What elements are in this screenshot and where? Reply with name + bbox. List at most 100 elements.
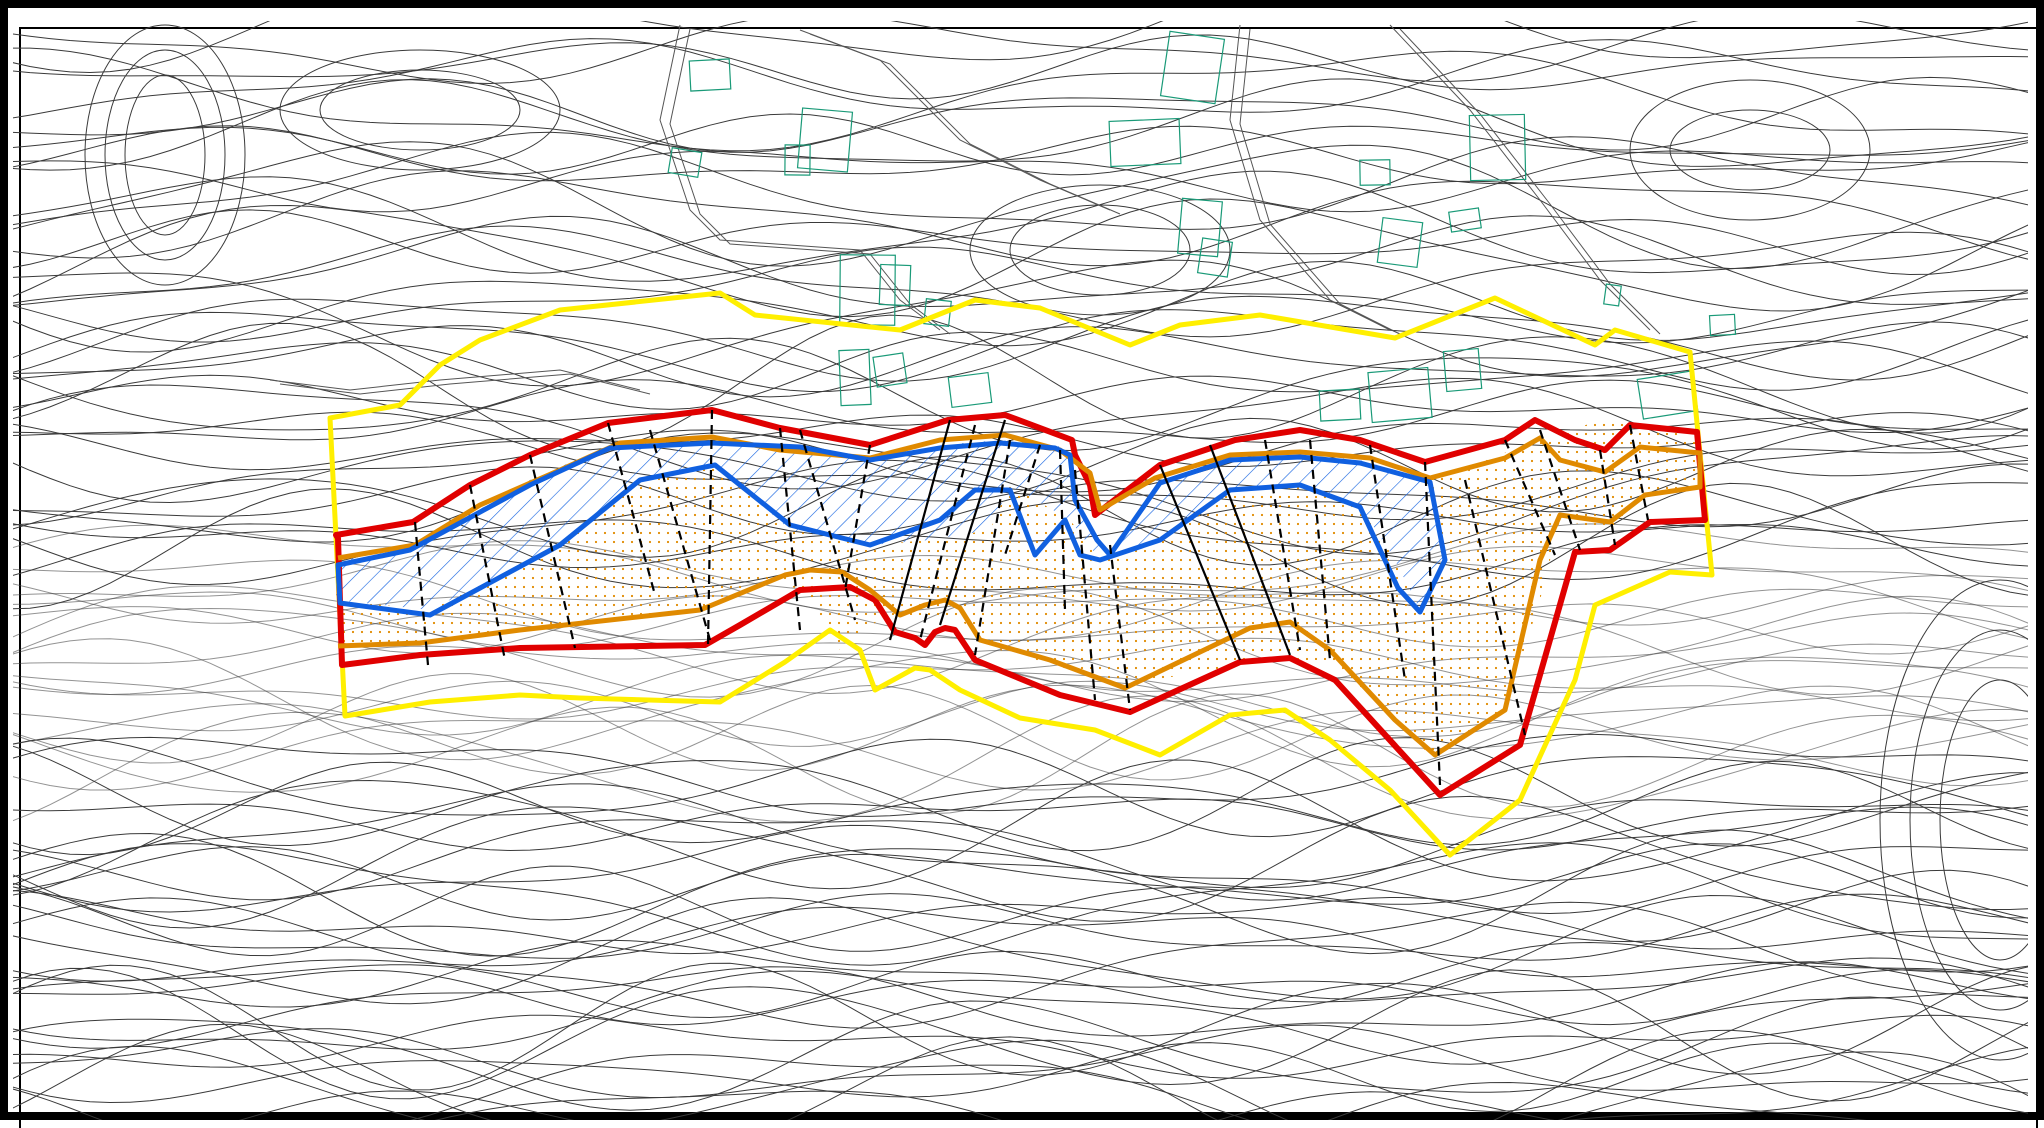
building-outline xyxy=(839,254,896,326)
contour-line xyxy=(13,246,2028,344)
inner-limit-line xyxy=(335,440,1448,618)
section-line xyxy=(938,419,1007,626)
contour-line xyxy=(13,824,2028,915)
contour-line xyxy=(13,865,2028,957)
contour-loop xyxy=(104,49,226,261)
contour-loop xyxy=(1879,579,2028,1061)
contour-line xyxy=(410,1046,2028,1120)
contour-line xyxy=(13,693,2028,815)
section-line xyxy=(1058,449,1067,611)
contour-line xyxy=(13,1023,2028,1120)
building-outline xyxy=(784,144,811,176)
section-line xyxy=(798,429,857,621)
road-edge xyxy=(269,369,641,391)
building-outline xyxy=(1159,30,1226,105)
road-edge xyxy=(809,33,1121,215)
building-outline xyxy=(1176,197,1224,258)
contour-line xyxy=(13,962,2028,1091)
contour-line xyxy=(13,21,2028,74)
building-outline xyxy=(947,371,993,409)
contour-line xyxy=(13,309,2028,393)
building-outline xyxy=(923,298,952,327)
road-edge xyxy=(1389,24,1651,331)
contour-line xyxy=(13,733,2028,817)
contour-line xyxy=(13,642,2028,696)
building-outline xyxy=(1442,347,1483,393)
section-line xyxy=(1003,444,1042,556)
contour-line xyxy=(13,331,2028,410)
contour-line xyxy=(13,961,2028,1049)
building-outline xyxy=(1708,313,1737,337)
road-edge xyxy=(279,373,651,395)
contour-line xyxy=(13,897,2028,1029)
contour-line xyxy=(13,996,2028,1111)
contour-line xyxy=(13,1024,2028,1099)
contour-line xyxy=(13,1036,2028,1120)
contour-line xyxy=(13,47,2028,152)
building-outline xyxy=(1359,159,1391,186)
road-edge xyxy=(1399,28,1661,335)
contour-loop xyxy=(1669,109,1831,191)
building-outline xyxy=(1196,237,1234,278)
building-outline xyxy=(1448,207,1482,233)
section-line xyxy=(1463,479,1527,736)
section-line xyxy=(888,419,952,641)
section-lines xyxy=(413,409,1650,786)
contour-loop xyxy=(279,49,561,171)
contour-line xyxy=(13,198,2028,318)
building-outline xyxy=(1318,388,1362,422)
contour-line xyxy=(13,1014,2028,1079)
contour-loop xyxy=(969,184,1231,316)
section-line xyxy=(1108,544,1132,711)
contour-line xyxy=(13,1042,2028,1113)
contour-line xyxy=(13,894,2028,1005)
contour-line xyxy=(13,967,2028,1102)
section-line xyxy=(1208,444,1292,656)
building-outline xyxy=(1636,370,1699,420)
building-outline xyxy=(1367,366,1433,424)
section-line xyxy=(648,429,712,641)
contour-line xyxy=(13,889,2028,955)
contour-line xyxy=(13,893,2028,961)
section-line xyxy=(706,409,714,646)
buildings-layer xyxy=(667,30,1737,424)
section-line xyxy=(413,521,430,666)
road-edge xyxy=(1229,24,1391,331)
contour-line xyxy=(238,1090,1555,1120)
section-line xyxy=(1503,439,1557,556)
building-outline xyxy=(688,58,732,92)
contour-line xyxy=(13,795,2028,929)
section-line xyxy=(1538,429,1582,551)
section-line xyxy=(973,439,1012,656)
contour-line xyxy=(13,950,2028,1019)
contour-line xyxy=(13,759,2028,896)
map-inner-border xyxy=(19,27,2038,1128)
contour-line xyxy=(13,842,2028,966)
contour-line xyxy=(13,131,2028,230)
section-line xyxy=(1598,449,1617,546)
contour-line xyxy=(13,21,2028,85)
contour-line xyxy=(13,737,2028,852)
building-outline xyxy=(878,263,912,307)
contour-line xyxy=(13,259,2028,387)
contour-loop xyxy=(124,74,206,236)
contour-line xyxy=(13,783,2028,889)
section-line xyxy=(1628,424,1650,521)
contour-loop xyxy=(1909,629,2028,1011)
roads-layer xyxy=(269,24,1661,395)
contour-line xyxy=(13,374,2028,433)
contour-loop xyxy=(1629,79,1871,221)
contour-line xyxy=(13,225,2028,338)
road-edge xyxy=(669,28,951,335)
contour-line xyxy=(13,141,2028,270)
road-edge xyxy=(659,24,941,331)
contour-line xyxy=(13,38,2028,119)
contour-line xyxy=(13,829,2028,957)
contour-line xyxy=(13,654,2028,738)
section-line xyxy=(1368,444,1407,681)
contour-line xyxy=(13,806,2028,901)
contour-line xyxy=(13,295,2028,382)
contour-line xyxy=(13,637,2028,722)
contour-line xyxy=(13,969,2028,1026)
